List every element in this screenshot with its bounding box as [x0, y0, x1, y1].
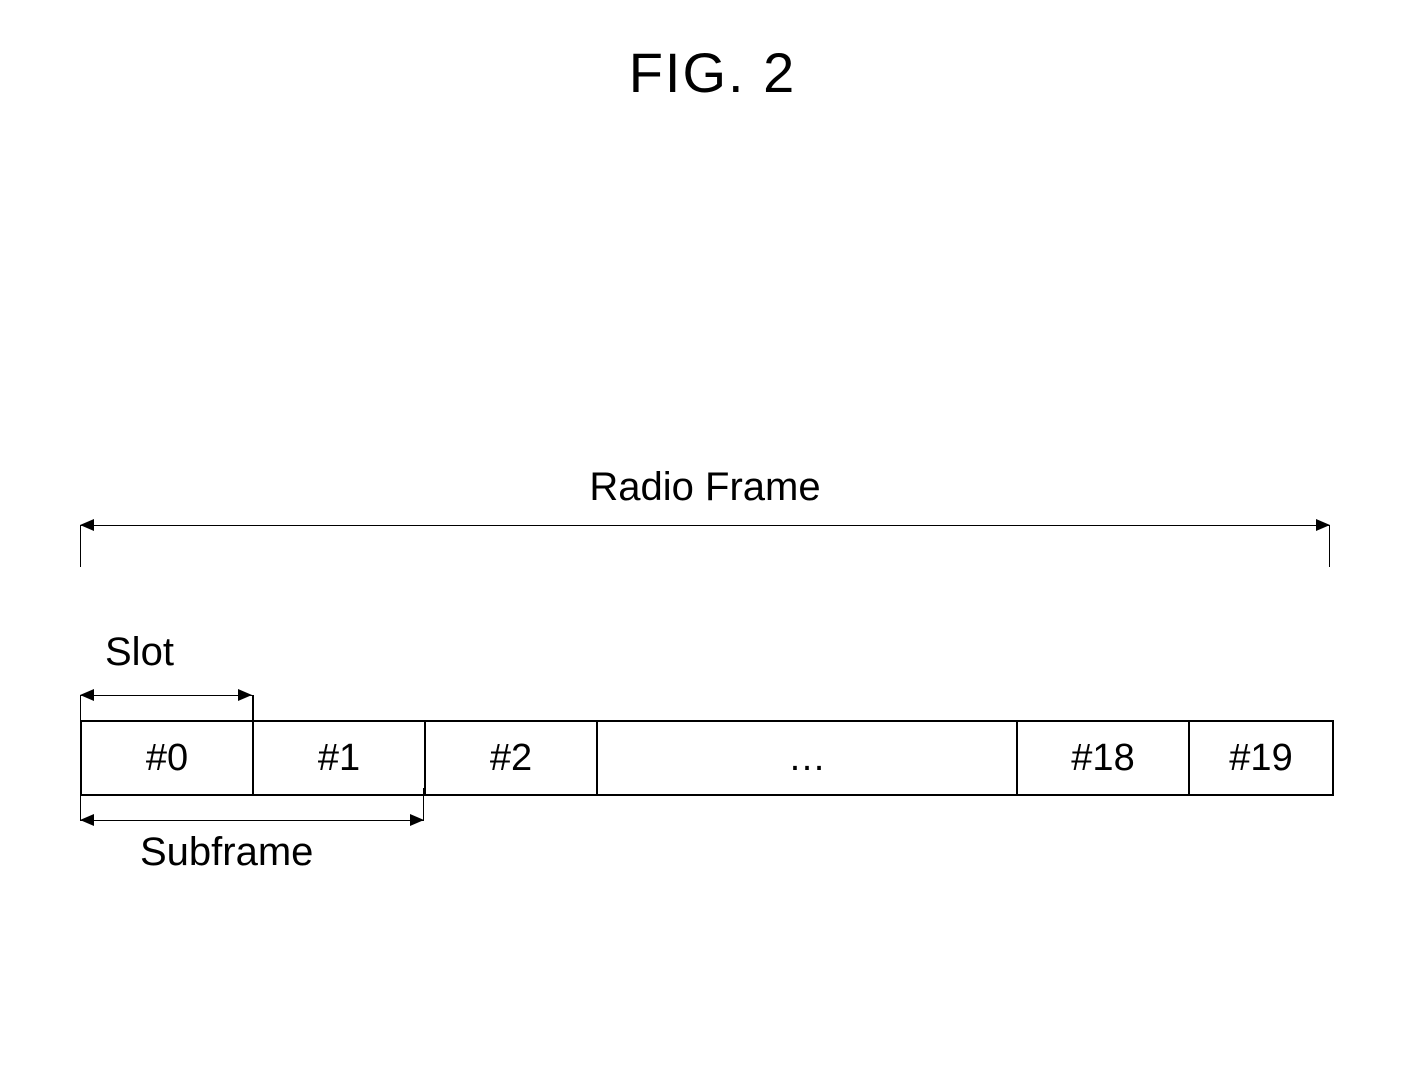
slot-cell-ellipsis: …: [598, 722, 1018, 794]
slot-cell: #18: [1018, 722, 1190, 794]
slot-cell: #19: [1190, 722, 1332, 794]
radio-frame-span-arrow: [80, 515, 1330, 535]
slot-span-arrow: [80, 685, 252, 705]
slot-cell: #0: [82, 722, 254, 794]
figure-title: FIG. 2: [0, 40, 1425, 105]
slot-cell: #1: [254, 722, 426, 794]
slot-row: #0 #1 #2 … #18 #19: [80, 720, 1334, 796]
subframe-label: Subframe: [140, 830, 313, 875]
subframe-span-arrow: [80, 810, 424, 830]
radio-frame-label: Radio Frame: [80, 465, 1330, 510]
slot-label: Slot: [105, 630, 174, 675]
slot-cell: #2: [426, 722, 598, 794]
